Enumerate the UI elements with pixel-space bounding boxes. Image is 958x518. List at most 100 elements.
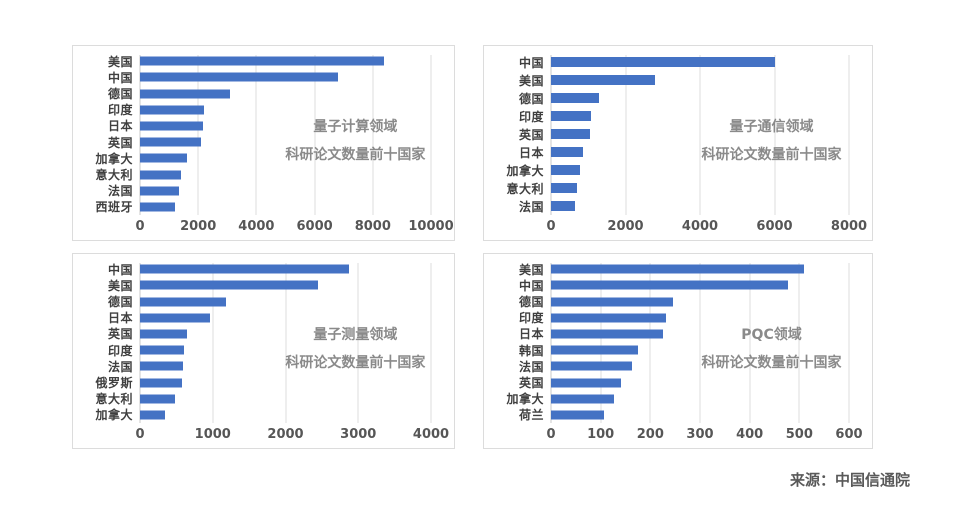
bar-row: 日本 bbox=[494, 143, 849, 161]
bar-row: 德国 bbox=[83, 293, 431, 309]
category-label: 日本 bbox=[107, 119, 133, 134]
chart-title-line2: 科研论文数量前十国家 bbox=[285, 354, 426, 371]
bar-row: 加拿大 bbox=[494, 391, 849, 407]
bar bbox=[551, 165, 581, 175]
bar bbox=[140, 297, 226, 306]
bar-track bbox=[551, 293, 849, 309]
category-label: 加拿大 bbox=[506, 392, 544, 407]
bar-row: 法国 bbox=[83, 358, 431, 374]
bar-row: 加拿大 bbox=[494, 161, 849, 179]
category-label: 韩国 bbox=[518, 343, 544, 358]
x-tick-label: 100 bbox=[587, 427, 615, 442]
category-label: 德国 bbox=[518, 295, 544, 310]
gridline bbox=[314, 55, 316, 215]
bar-track bbox=[551, 310, 849, 326]
bar-row: 中国 bbox=[83, 69, 431, 85]
x-tick-label: 10000 bbox=[408, 219, 454, 234]
gridline bbox=[749, 263, 751, 423]
bar-row: 中国 bbox=[494, 53, 849, 71]
bar-track bbox=[140, 166, 431, 182]
chart-body: 量子测量领域 科研论文数量前十国家 中国 美国 德国 日本 英国 印度 法国 俄罗斯 意大利 加拿… bbox=[83, 261, 454, 423]
bar-row: 意大利 bbox=[83, 391, 431, 407]
bar-track bbox=[140, 326, 431, 342]
gridline bbox=[625, 55, 626, 215]
bar bbox=[140, 361, 183, 371]
chart-body: PQC领域 科研论文数量前十国家 美国 中国 德国 印度 日本 韩国 法国 英国 加拿大 荷兰 bbox=[494, 261, 872, 423]
gridline bbox=[550, 263, 552, 423]
bar bbox=[551, 280, 789, 290]
bar bbox=[140, 121, 203, 131]
category-label: 法国 bbox=[518, 199, 544, 214]
category-label: 日本 bbox=[518, 145, 544, 160]
bar-row: 英国 bbox=[494, 374, 849, 390]
gridline bbox=[255, 55, 257, 215]
bar-track bbox=[140, 277, 431, 293]
category-label: 中国 bbox=[518, 55, 544, 70]
gridline bbox=[848, 263, 850, 423]
category-label: 意大利 bbox=[506, 181, 544, 196]
category-label: 意大利 bbox=[95, 168, 133, 183]
chart-title-line2: 科研论文数量前十国家 bbox=[701, 146, 842, 163]
bar bbox=[140, 202, 175, 212]
category-label: 加拿大 bbox=[95, 408, 133, 423]
bar-row: 德国 bbox=[83, 85, 431, 101]
category-label: 法国 bbox=[518, 359, 544, 374]
gridline bbox=[372, 55, 374, 215]
bar-row: 美国 bbox=[83, 277, 431, 293]
bar-track bbox=[140, 261, 431, 277]
category-label: 中国 bbox=[107, 262, 133, 277]
bar-track bbox=[551, 358, 849, 374]
bar-track bbox=[140, 374, 431, 390]
bar-track bbox=[140, 134, 431, 150]
bar bbox=[551, 75, 656, 85]
bar-track bbox=[140, 391, 431, 407]
bar-rows: 美国 中国 德国 印度 日本 韩国 法国 英国 加拿大 荷兰 bbox=[494, 261, 872, 423]
gridline bbox=[600, 263, 602, 423]
chart-title: 量子计算领域 科研论文数量前十国家 bbox=[268, 113, 443, 169]
category-label: 德国 bbox=[107, 295, 133, 310]
gridline bbox=[430, 263, 432, 423]
gridline bbox=[798, 263, 800, 423]
category-label: 中国 bbox=[107, 70, 133, 85]
bar bbox=[551, 93, 599, 103]
bar-track bbox=[140, 102, 431, 118]
bar bbox=[551, 264, 805, 274]
bar bbox=[551, 147, 584, 157]
category-label: 美国 bbox=[518, 73, 544, 88]
x-tick-label: 2000 bbox=[267, 427, 304, 442]
category-label: 印度 bbox=[107, 343, 133, 358]
category-label: 英国 bbox=[518, 376, 544, 391]
bar-track bbox=[140, 407, 431, 423]
bar bbox=[140, 410, 166, 420]
category-label: 俄罗斯 bbox=[95, 376, 133, 391]
bar bbox=[551, 183, 578, 193]
bar bbox=[140, 345, 184, 355]
chart-panel-pqc: PQC领域 科研论文数量前十国家 美国 中国 德国 印度 日本 韩国 法国 英国 加拿大 荷兰 0… bbox=[483, 253, 873, 449]
bar-track bbox=[551, 326, 849, 342]
category-label: 日本 bbox=[518, 327, 544, 342]
bar-row: 法国 bbox=[494, 197, 849, 215]
bar-row: 印度 bbox=[83, 102, 431, 118]
category-label: 美国 bbox=[518, 262, 544, 277]
bar-row: 德国 bbox=[494, 293, 849, 309]
bar bbox=[551, 378, 622, 388]
category-label: 英国 bbox=[518, 127, 544, 142]
x-tick-label: 4000 bbox=[238, 219, 275, 234]
category-label: 西班牙 bbox=[95, 200, 133, 215]
bar-track bbox=[140, 118, 431, 134]
gridline bbox=[212, 263, 214, 423]
category-label: 英国 bbox=[107, 327, 133, 342]
bar-row: 印度 bbox=[494, 310, 849, 326]
category-label: 法国 bbox=[107, 359, 133, 374]
bar bbox=[551, 129, 591, 139]
bar-track bbox=[551, 143, 849, 161]
x-tick-label: 4000 bbox=[681, 219, 719, 234]
bar-track bbox=[140, 69, 431, 85]
chart-title: 量子通信领域 科研论文数量前十国家 bbox=[682, 113, 861, 169]
gridline bbox=[285, 263, 286, 423]
x-tick-label: 500 bbox=[785, 427, 813, 442]
bar-track bbox=[551, 342, 849, 358]
bar bbox=[551, 57, 775, 67]
category-label: 意大利 bbox=[95, 392, 133, 407]
bar-row: 韩国 bbox=[494, 342, 849, 358]
